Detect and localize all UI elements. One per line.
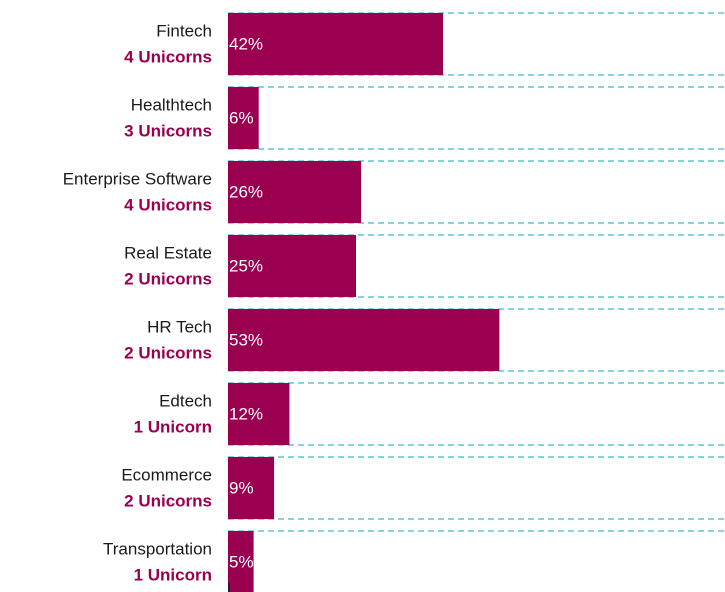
category-label: Ecommerce <box>121 465 212 484</box>
bar <box>228 457 275 519</box>
category-label: HR Tech <box>147 317 212 336</box>
category-label: Fintech <box>156 21 212 40</box>
value-label: 26% <box>229 182 263 201</box>
value-label: 12% <box>229 404 263 423</box>
category-label: Real Estate <box>124 243 212 262</box>
bar <box>228 235 356 297</box>
value-label: 6% <box>229 108 254 127</box>
category-label: Enterprise Software <box>63 169 212 188</box>
bar <box>228 87 259 149</box>
category-sublabel: 2 Unicorns <box>124 491 212 510</box>
category-sublabel: 1 Unicorn <box>134 417 212 436</box>
bar <box>228 13 444 75</box>
bar <box>228 383 290 445</box>
category-label: Healthtech <box>131 95 212 114</box>
category-label: Edtech <box>159 391 212 410</box>
category-sublabel: 4 Unicorns <box>124 195 212 214</box>
category-label: Transportation <box>103 539 212 558</box>
value-label: 9% <box>229 478 254 497</box>
category-sublabel: 2 Unicorns <box>124 343 212 362</box>
bar <box>228 531 254 592</box>
value-label: 5% <box>229 552 254 571</box>
bar <box>228 161 362 223</box>
category-sublabel: 1 Unicorn <box>134 565 212 584</box>
category-sublabel: 3 Unicorns <box>124 121 212 140</box>
value-label: 42% <box>229 34 263 53</box>
value-label: 25% <box>229 256 263 275</box>
value-label: 53% <box>229 330 263 349</box>
category-sublabel: 2 Unicorns <box>124 269 212 288</box>
category-sublabel: 4 Unicorns <box>124 47 212 66</box>
bar <box>228 309 500 371</box>
